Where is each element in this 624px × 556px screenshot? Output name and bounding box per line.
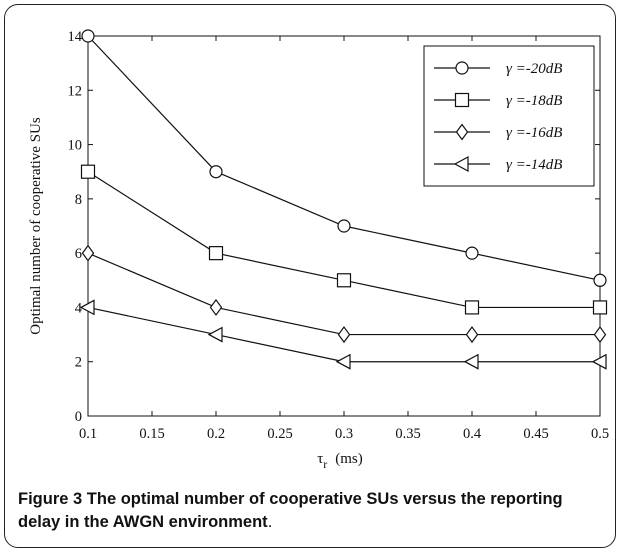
data-point-s1-2 bbox=[210, 166, 222, 178]
figure-caption: Figure 3 The optimal number of cooperati… bbox=[18, 488, 608, 534]
x-tick-label: 0.45 bbox=[523, 426, 548, 442]
data-point-s3-5 bbox=[595, 327, 606, 342]
data-point-s1-5 bbox=[594, 274, 606, 286]
y-tick-label: 2 bbox=[75, 355, 82, 371]
x-tick-label: 0.1 bbox=[79, 426, 97, 442]
legend-marker-2 bbox=[456, 94, 469, 107]
y-tick-label: 10 bbox=[68, 138, 83, 154]
data-point-s3-3 bbox=[339, 327, 350, 342]
data-point-s3-4 bbox=[467, 327, 478, 342]
x-tick-label: 0.25 bbox=[267, 426, 292, 442]
data-point-s2-2 bbox=[210, 247, 223, 260]
chart: 0.1 0.15 0.2 0.25 0.3 0.35 0.4 0.45 0.5 0 2 4 6 8 10 12… bbox=[0, 0, 624, 480]
x-tick-label: 0.2 bbox=[207, 426, 225, 442]
x-axis-title: τr (ms) bbox=[317, 451, 363, 471]
legend-label-2: γ =-18dB bbox=[506, 93, 562, 109]
x-tick-label: 0.4 bbox=[463, 426, 482, 442]
y-tick-label: 4 bbox=[75, 300, 83, 316]
y-tick-label: 0 bbox=[75, 409, 82, 425]
y-tick-label: 6 bbox=[75, 246, 82, 262]
data-point-s2-3 bbox=[338, 274, 351, 287]
data-point-s2-5 bbox=[594, 301, 607, 314]
x-tick-label: 0.5 bbox=[591, 426, 609, 442]
data-point-s3-2 bbox=[211, 300, 222, 315]
legend-marker-1 bbox=[456, 62, 468, 74]
caption-label: Figure 3 bbox=[18, 490, 82, 508]
caption-period: . bbox=[268, 513, 273, 531]
data-point-s4-2 bbox=[209, 328, 222, 342]
caption-text: The optimal number of cooperative SUs ve… bbox=[18, 490, 563, 531]
data-point-s4-4 bbox=[465, 355, 478, 369]
legend-label-1: γ =-20dB bbox=[506, 61, 562, 77]
legend-label-4: γ =-14dB bbox=[506, 157, 562, 173]
series-line-3 bbox=[88, 253, 600, 334]
data-point-s1-4 bbox=[466, 247, 478, 259]
data-point-s1-3 bbox=[338, 220, 350, 232]
data-point-s2-1 bbox=[82, 165, 95, 178]
y-tick-label: 14 bbox=[68, 29, 83, 45]
legend-label-3: γ =-16dB bbox=[506, 125, 562, 141]
x-tick-label: 0.35 bbox=[395, 426, 420, 442]
x-tick-label: 0.15 bbox=[139, 426, 164, 442]
data-point-s2-4 bbox=[466, 301, 479, 314]
y-tick-label: 12 bbox=[68, 83, 83, 99]
data-point-s3-1 bbox=[83, 246, 94, 261]
data-point-s4-3 bbox=[337, 355, 350, 369]
x-tick-label: 0.3 bbox=[335, 426, 353, 442]
y-axis-title: Optimal number of cooperative SUs bbox=[28, 117, 44, 335]
data-point-s1-1 bbox=[82, 30, 94, 42]
y-tick-label: 8 bbox=[75, 192, 82, 208]
